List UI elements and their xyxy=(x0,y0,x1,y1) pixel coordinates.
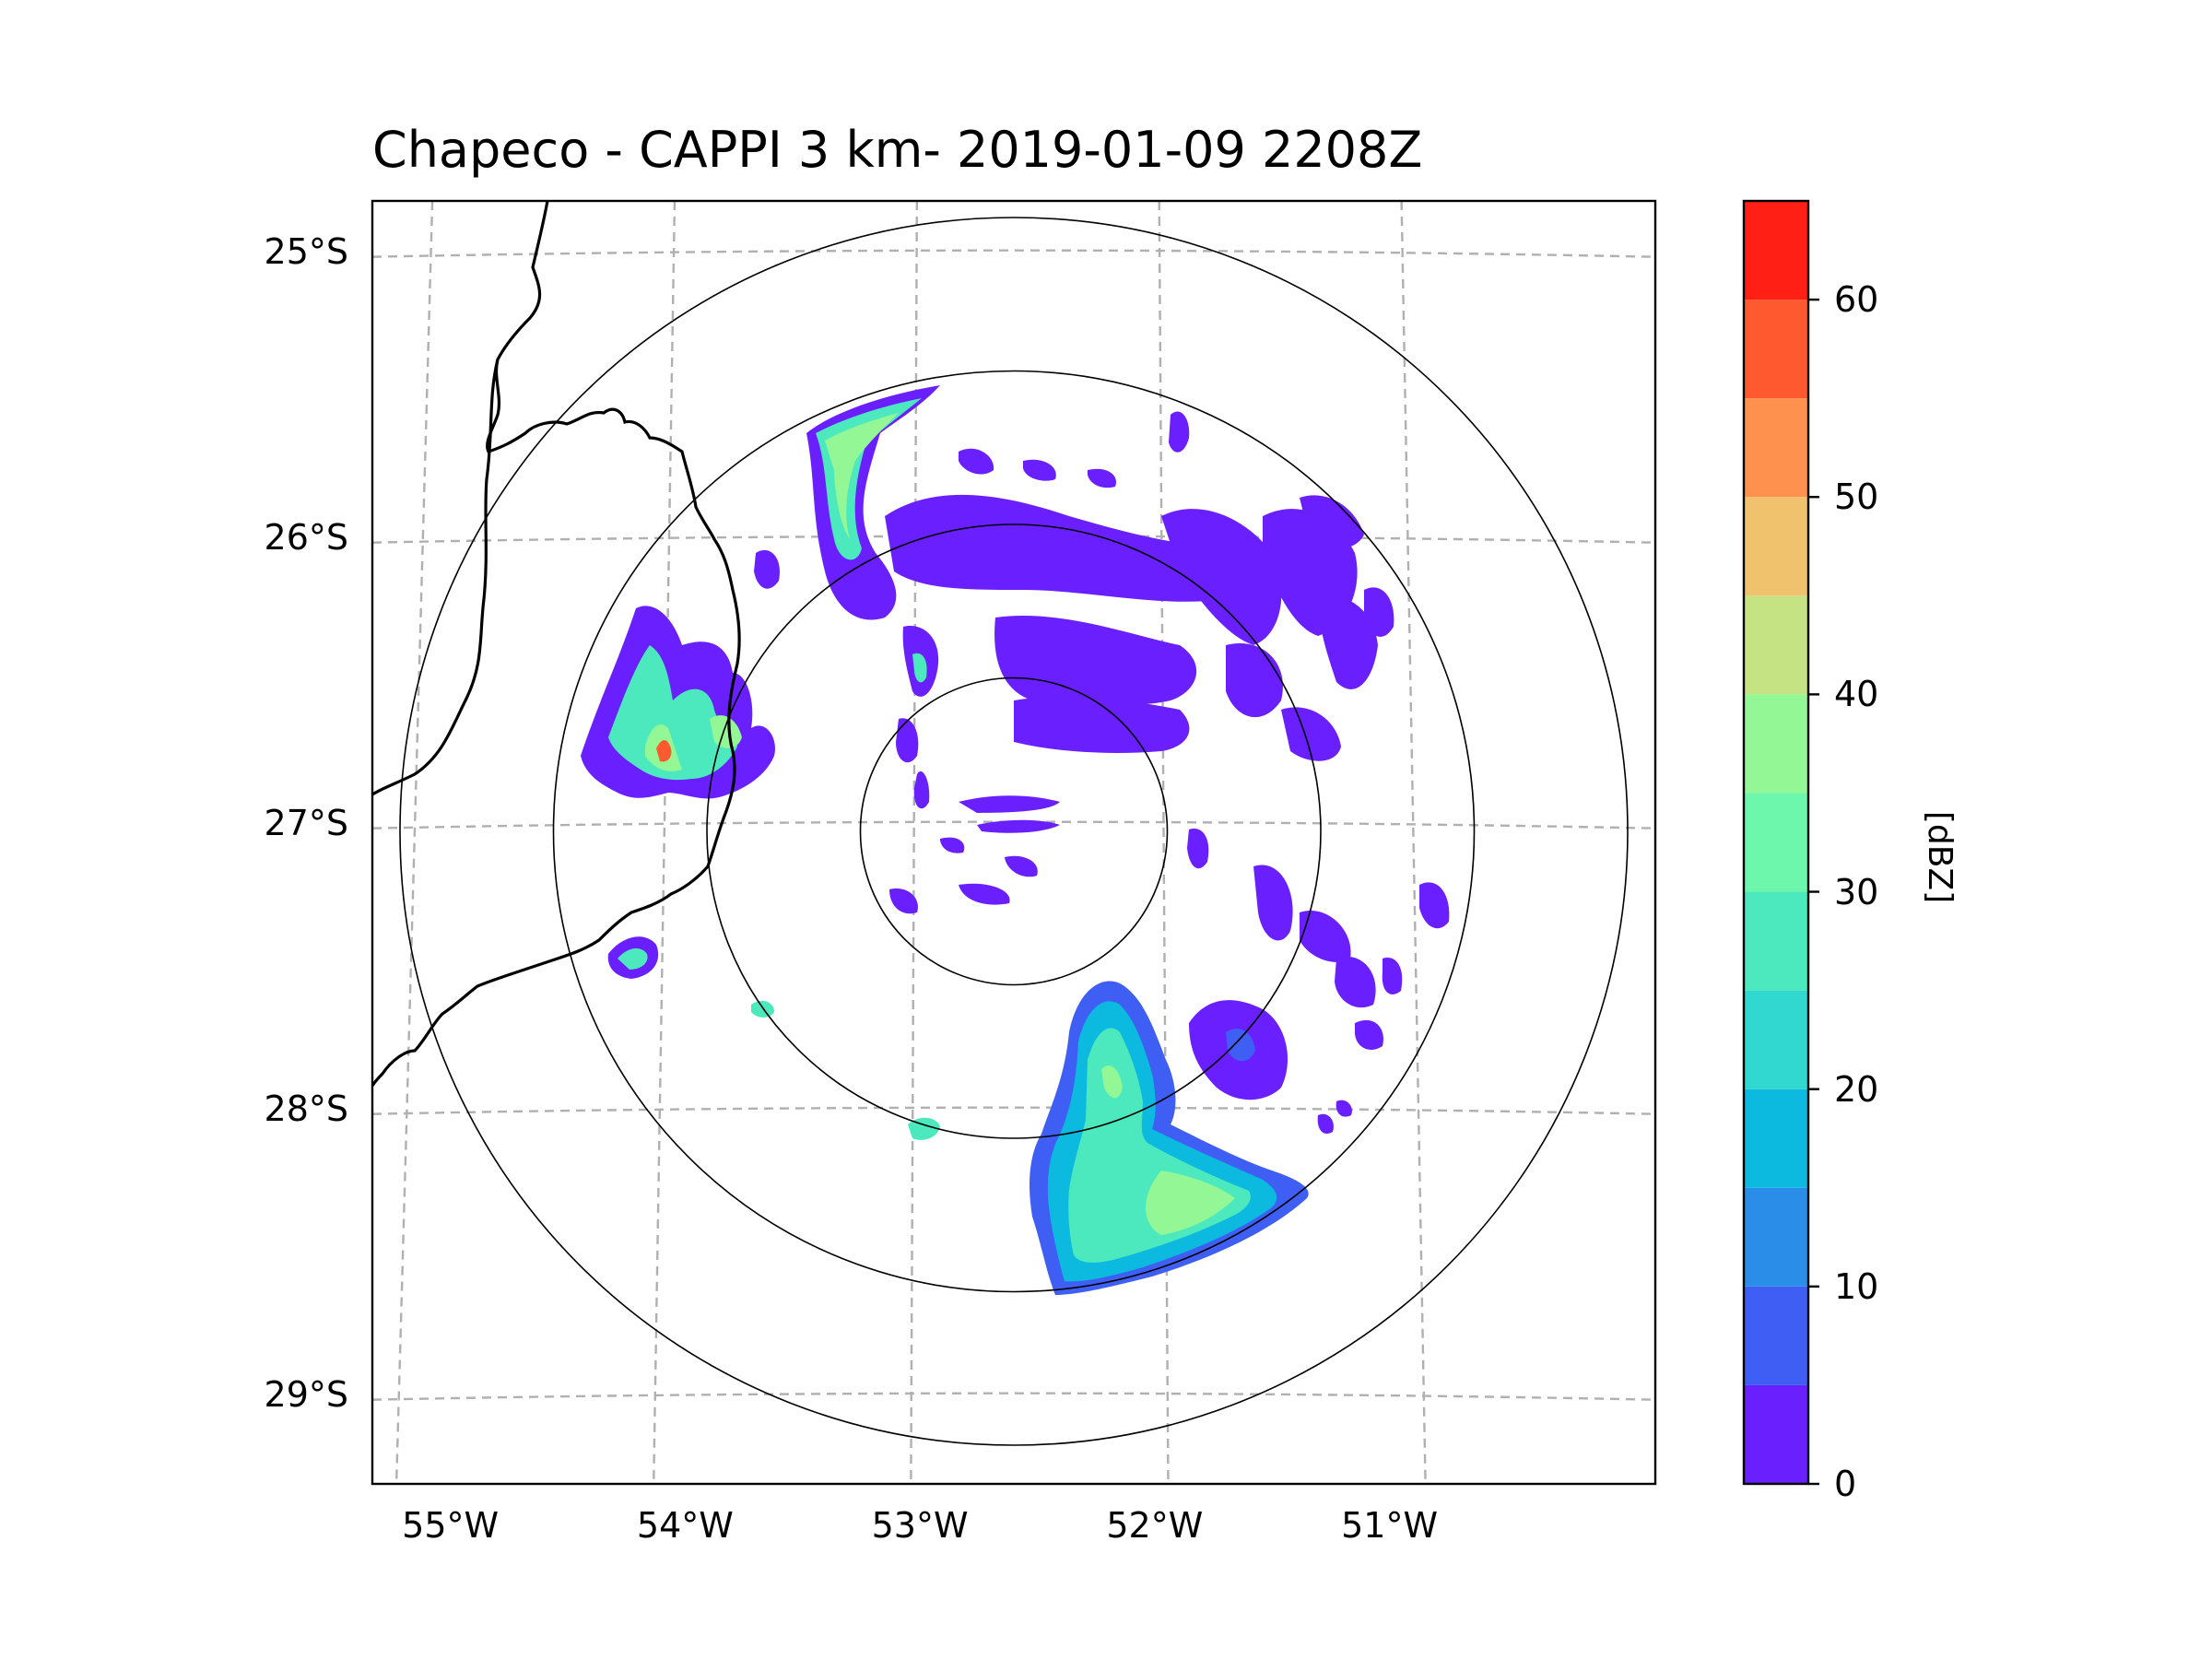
meridian-line xyxy=(653,201,677,1484)
range-rings xyxy=(399,217,1629,1446)
colorbar-level xyxy=(1744,300,1808,399)
colorbar-tick-label: 40 xyxy=(1834,674,1879,715)
colorbar xyxy=(1744,201,1808,1484)
colorbar-level xyxy=(1744,694,1808,794)
lon-tick-label: 52°W xyxy=(1106,1505,1204,1546)
colorbar-level xyxy=(1744,990,1808,1089)
parallel-line xyxy=(372,1392,1655,1401)
colorbar-tick-label: 10 xyxy=(1834,1265,1879,1307)
state-borders xyxy=(372,201,741,1087)
parallel-line xyxy=(372,820,1655,830)
chart-title: Chapeco - CAPPI 3 km- 2019-01-09 2208Z xyxy=(372,121,1423,179)
colorbar-level xyxy=(1744,398,1808,498)
colorbar-level xyxy=(1744,497,1808,596)
lat-tick-label: 26°S xyxy=(264,516,348,558)
colorbar-tick-label: 30 xyxy=(1834,871,1879,912)
lon-tick-label: 55°W xyxy=(402,1505,500,1546)
colorbar-label: [dBZ] xyxy=(1921,810,1959,904)
colorbar-tick-label: 60 xyxy=(1834,279,1879,321)
parallel-line xyxy=(372,535,1655,544)
map-frame xyxy=(371,199,1657,1486)
colorbar-level xyxy=(1744,595,1808,695)
colorbar-level xyxy=(1744,1187,1808,1287)
range-ring xyxy=(552,370,1476,1293)
range-ring xyxy=(399,217,1629,1446)
lat-tick-label: 28°S xyxy=(264,1088,348,1129)
lat-tick-label: 29°S xyxy=(264,1373,348,1415)
lon-tick-label: 53°W xyxy=(871,1505,969,1546)
lat-tick-label: 25°S xyxy=(264,230,348,272)
lon-tick-label: 54°W xyxy=(636,1505,734,1546)
lon-tick-label: 51°W xyxy=(1341,1505,1439,1546)
colorbar-level xyxy=(1744,1088,1808,1188)
lat-tick-label: 27°S xyxy=(264,802,348,843)
parallel-line xyxy=(372,249,1655,258)
colorbar-frame xyxy=(1742,199,1810,1486)
reflectivity-echoes xyxy=(581,385,1450,1295)
colorbar-level xyxy=(1744,1384,1808,1484)
range-ring xyxy=(859,677,1169,986)
colorbar-level xyxy=(1744,793,1808,892)
meridian-line xyxy=(1400,201,1427,1484)
range-ring xyxy=(706,524,1322,1139)
colorbar-tick-label: 20 xyxy=(1834,1068,1879,1110)
colorbar-level xyxy=(1744,201,1808,300)
colorbar-level xyxy=(1744,891,1808,991)
colorbar-tick-marks xyxy=(1808,298,1819,1486)
colorbar-level xyxy=(1744,1286,1808,1385)
colorbar-tick-label: 0 xyxy=(1834,1464,1857,1504)
parallel-line xyxy=(372,1106,1655,1115)
meridian-line xyxy=(1158,201,1170,1484)
colorbar-tick-label: 50 xyxy=(1834,477,1879,518)
meridian-line xyxy=(394,201,434,1484)
map-content[interactable] xyxy=(372,201,1655,1484)
